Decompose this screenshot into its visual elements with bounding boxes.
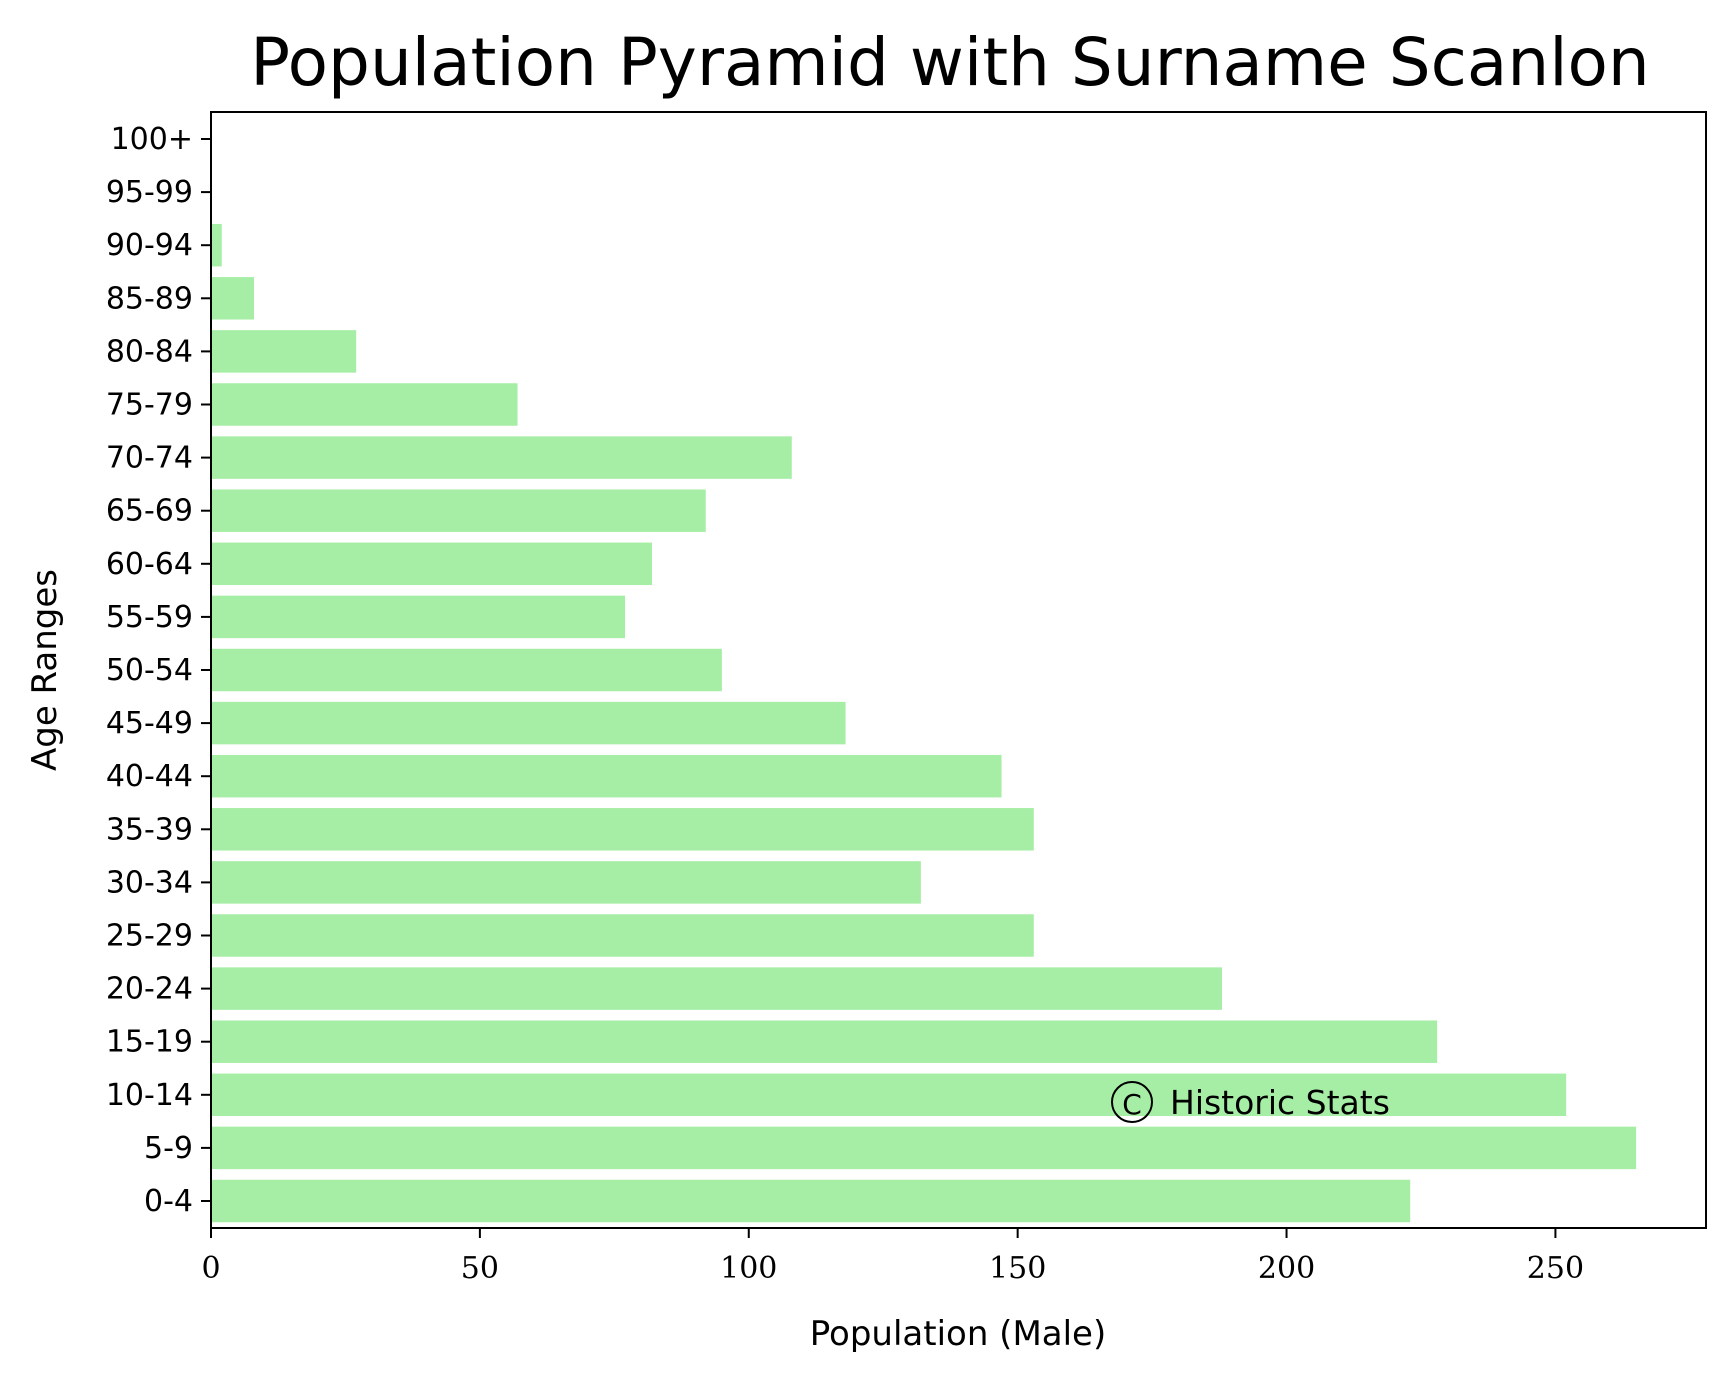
y-tick-label: 95-99 [106,175,193,210]
bar-80-84 [211,330,357,373]
y-tick-label: 60-64 [106,547,193,582]
y-axis-label: Age Ranges [25,569,65,771]
bar-75-79 [211,383,518,426]
y-tick-label: 40-44 [106,759,193,794]
y-tick-label: 45-49 [106,706,193,741]
y-tick-label: 35-39 [106,812,193,847]
watermark-text: Historic Stats [1170,1083,1390,1122]
bar-35-39 [211,808,1034,851]
y-tick-label: 70-74 [106,441,193,476]
y-tick-label: 90-94 [106,228,193,263]
bar-55-59 [211,595,626,639]
y-tick-label: 55-59 [106,600,193,635]
x-axis-ticks: 0 50 100 150 200 250 [201,1228,1584,1286]
bar-0-4 [211,1179,1411,1223]
bar-40-44 [211,754,1002,798]
x-tick-label: 100 [720,1251,777,1286]
bar-65-69 [211,489,706,532]
y-tick-label: 30-34 [106,865,193,900]
bar-5-9 [211,1126,1637,1170]
x-tick-label: 250 [1527,1251,1584,1286]
x-axis-label: Population (Male) [810,1314,1107,1354]
bar-60-64 [211,542,652,586]
bar-30-34 [211,861,921,904]
bar-25-29 [211,914,1034,957]
bar-50-54 [211,648,722,692]
y-tick-label: 20-24 [106,972,193,1007]
copyright-icon [1111,1081,1153,1123]
bar-15-19 [211,1020,1438,1063]
chart-title: Population Pyramid with Surname Scanlon [250,24,1650,101]
bar-20-24 [211,967,1223,1010]
bar-85-89 [211,277,255,320]
y-tick-label: 85-89 [106,281,193,316]
y-tick-label: 100+ [111,122,193,157]
bars-group [211,223,1637,1223]
y-tick-label: 80-84 [106,334,193,369]
bar-45-49 [211,701,846,745]
x-tick-label: 0 [201,1251,220,1286]
plot-frame [210,111,1707,1229]
bar-70-74 [211,436,792,479]
copyright-icon-letter: C [1122,1088,1142,1121]
y-tick-label: 25-29 [106,919,193,954]
x-tick-label: 50 [461,1251,499,1286]
y-tick-label: 75-79 [106,388,193,423]
x-tick-label: 200 [1258,1251,1315,1286]
y-tick-label: 65-69 [106,494,193,529]
bar-10-14 [211,1073,1567,1117]
y-tick-label: 0-4 [144,1184,193,1219]
x-tick-label: 150 [989,1251,1046,1286]
y-tick-label: 10-14 [106,1078,193,1113]
y-tick-label: 5-9 [144,1131,193,1166]
watermark: C Historic Stats [1111,1081,1390,1123]
bar-90-94 [211,223,222,267]
y-tick-label: 15-19 [106,1025,193,1060]
y-axis-ticks: 0-4 5-9 10-14 15-19 20-24 25-29 30-34 35-39 40-4… [106,122,211,1219]
y-tick-label: 50-54 [106,653,193,688]
